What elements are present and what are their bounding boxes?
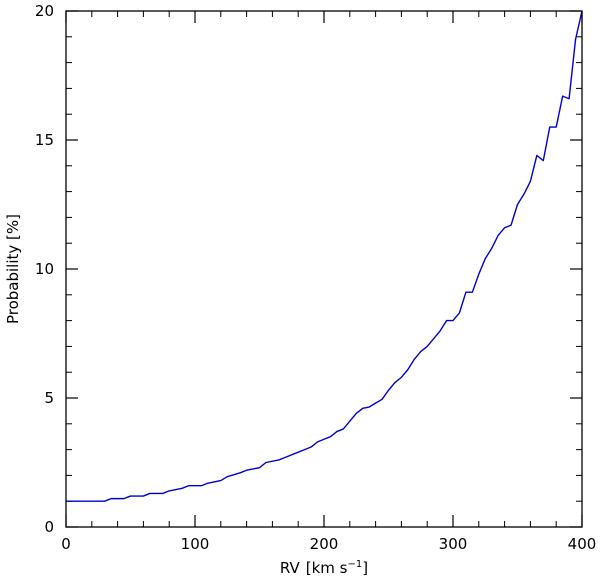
- x-tick-label: 300: [439, 535, 468, 553]
- x-axis-label-name: RV: [280, 559, 301, 577]
- tick-labels: 0 100 200 300 400 0 5 10 15 20: [35, 2, 596, 553]
- x-tick-label: 400: [568, 535, 597, 553]
- x-axis-label-unit-exponent: −1: [348, 559, 363, 570]
- minor-ticks: [66, 11, 582, 527]
- x-tick-label: 0: [61, 535, 71, 553]
- x-tick-label: 100: [181, 535, 210, 553]
- y-tick-label: 15: [35, 131, 54, 149]
- x-axis-label-unit: km s: [312, 559, 348, 577]
- y-tick-label: 20: [35, 2, 54, 20]
- x-axis-label-bracket-close: ]: [362, 559, 368, 577]
- x-axis-label: RV [km s−1]: [280, 559, 368, 577]
- series-line: [66, 10, 583, 502]
- y-tick-label: 5: [44, 389, 54, 407]
- plot-frame: [65, 10, 583, 528]
- major-ticks: [65, 10, 583, 528]
- x-axis-label-bracket-open: [: [306, 559, 312, 577]
- x-tick-label: 200: [310, 535, 339, 553]
- y-tick-label: 0: [44, 518, 54, 536]
- y-axis-label: Probability [%]: [4, 214, 22, 324]
- y-tick-label: 10: [35, 260, 54, 278]
